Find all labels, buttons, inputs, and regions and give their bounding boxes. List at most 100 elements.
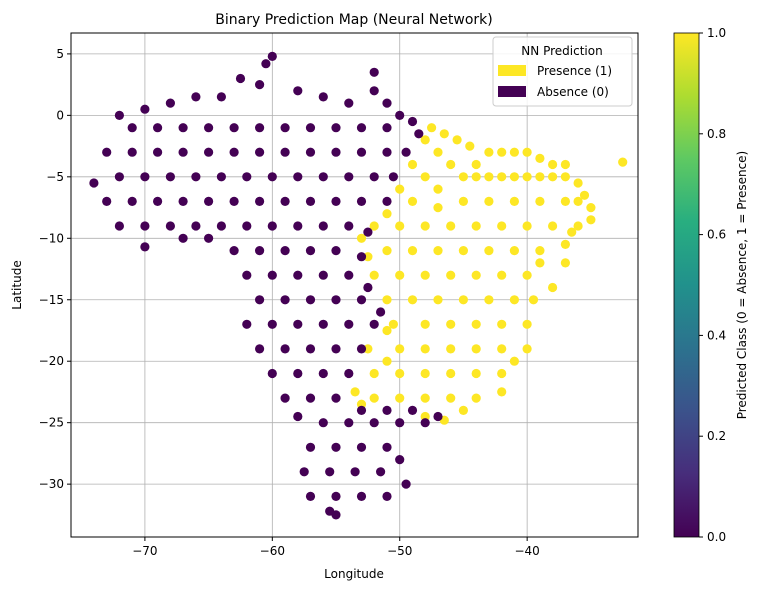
absence-point: [356, 196, 367, 206]
absence-point: [305, 196, 316, 206]
presence-point: [446, 270, 456, 280]
absence-point: [204, 233, 214, 243]
colorbar-ticks: 0.0 0.2 0.4 0.6 0.8 1.0: [699, 26, 726, 544]
absence-point: [331, 246, 341, 256]
scatter-points: [89, 51, 628, 520]
presence-point: [509, 172, 519, 182]
absence-point: [318, 270, 328, 280]
presence-point: [471, 368, 481, 379]
absence-point: [331, 147, 341, 157]
absence-point: [363, 282, 373, 293]
presence-point: [548, 221, 558, 231]
presence-point: [560, 196, 571, 206]
absence-point: [114, 221, 124, 231]
presence-point: [369, 368, 379, 379]
legend-swatch-presence: [498, 65, 526, 76]
presence-point: [382, 295, 392, 305]
presence-point: [439, 129, 449, 139]
absence-point: [280, 393, 290, 403]
absence-point: [280, 295, 290, 305]
presence-point: [446, 159, 456, 170]
presence-point: [350, 387, 360, 397]
absence-point: [280, 246, 290, 256]
absence-point: [331, 491, 341, 501]
absence-point: [344, 98, 354, 108]
absence-point: [331, 393, 341, 403]
presence-point: [388, 319, 398, 329]
absence-point: [356, 344, 367, 354]
presence-point: [395, 393, 405, 403]
absence-point: [382, 196, 392, 206]
absence-point: [204, 123, 214, 133]
presence-point: [522, 147, 532, 157]
absence-point: [318, 368, 328, 379]
y-tick-label: 0: [56, 108, 64, 122]
absence-point: [407, 405, 418, 415]
absence-point: [356, 123, 367, 133]
presence-point: [369, 393, 379, 403]
y-axis-ticks: 5 0 −5 −10 −15 −20 −25 −30: [39, 47, 71, 491]
absence-point: [140, 221, 150, 231]
absence-point: [433, 411, 443, 422]
presence-point: [433, 184, 443, 194]
absence-point: [305, 246, 316, 256]
colorbar-tick-label: 0.2: [707, 429, 726, 443]
absence-point: [293, 319, 303, 329]
presence-point: [497, 387, 507, 397]
presence-point: [446, 393, 456, 403]
absence-point: [191, 92, 201, 102]
presence-point: [446, 319, 456, 329]
presence-point: [420, 270, 430, 280]
presence-point: [446, 368, 456, 379]
legend-swatch-absence: [498, 86, 526, 97]
absence-point: [369, 172, 379, 182]
presence-point: [420, 172, 430, 182]
colorbar-gradient: [673, 32, 700, 538]
presence-point: [528, 295, 539, 305]
presence-point: [535, 153, 545, 163]
absence-point: [255, 80, 265, 90]
presence-point: [509, 147, 519, 157]
legend-box: [492, 36, 633, 107]
presence-point: [471, 344, 481, 354]
presence-point: [382, 209, 392, 219]
presence-point: [395, 368, 405, 379]
presence-point: [395, 184, 405, 194]
presence-point: [407, 295, 418, 305]
presence-point: [509, 356, 519, 366]
presence-point: [407, 246, 418, 256]
presence-point: [522, 172, 532, 182]
absence-point: [293, 221, 303, 231]
absence-point: [318, 221, 328, 231]
absence-point: [318, 92, 328, 102]
presence-point: [458, 246, 468, 256]
absence-point: [382, 98, 392, 108]
colorbar-tick-label: 0.4: [707, 328, 726, 342]
presence-point: [548, 172, 558, 182]
presence-point: [420, 393, 430, 403]
presence-point: [484, 196, 494, 206]
presence-point: [535, 246, 545, 256]
absence-point: [280, 123, 290, 133]
presence-point: [497, 221, 507, 231]
absence-point: [216, 172, 226, 182]
absence-point: [267, 51, 277, 62]
presence-point: [497, 270, 507, 280]
presence-point: [433, 147, 443, 157]
presence-point: [471, 270, 481, 280]
presence-point: [484, 246, 494, 256]
presence-point: [497, 344, 507, 354]
absence-point: [267, 270, 277, 280]
presence-point: [407, 159, 418, 170]
absence-point: [229, 246, 239, 256]
presence-point: [465, 141, 475, 151]
absence-point: [369, 86, 379, 96]
absence-point: [89, 178, 99, 188]
absence-point: [344, 418, 354, 428]
absence-point: [420, 418, 430, 428]
absence-point: [382, 405, 392, 415]
presence-point: [560, 239, 571, 249]
absence-point: [293, 368, 303, 379]
x-axis-label: Longitude: [324, 567, 384, 581]
